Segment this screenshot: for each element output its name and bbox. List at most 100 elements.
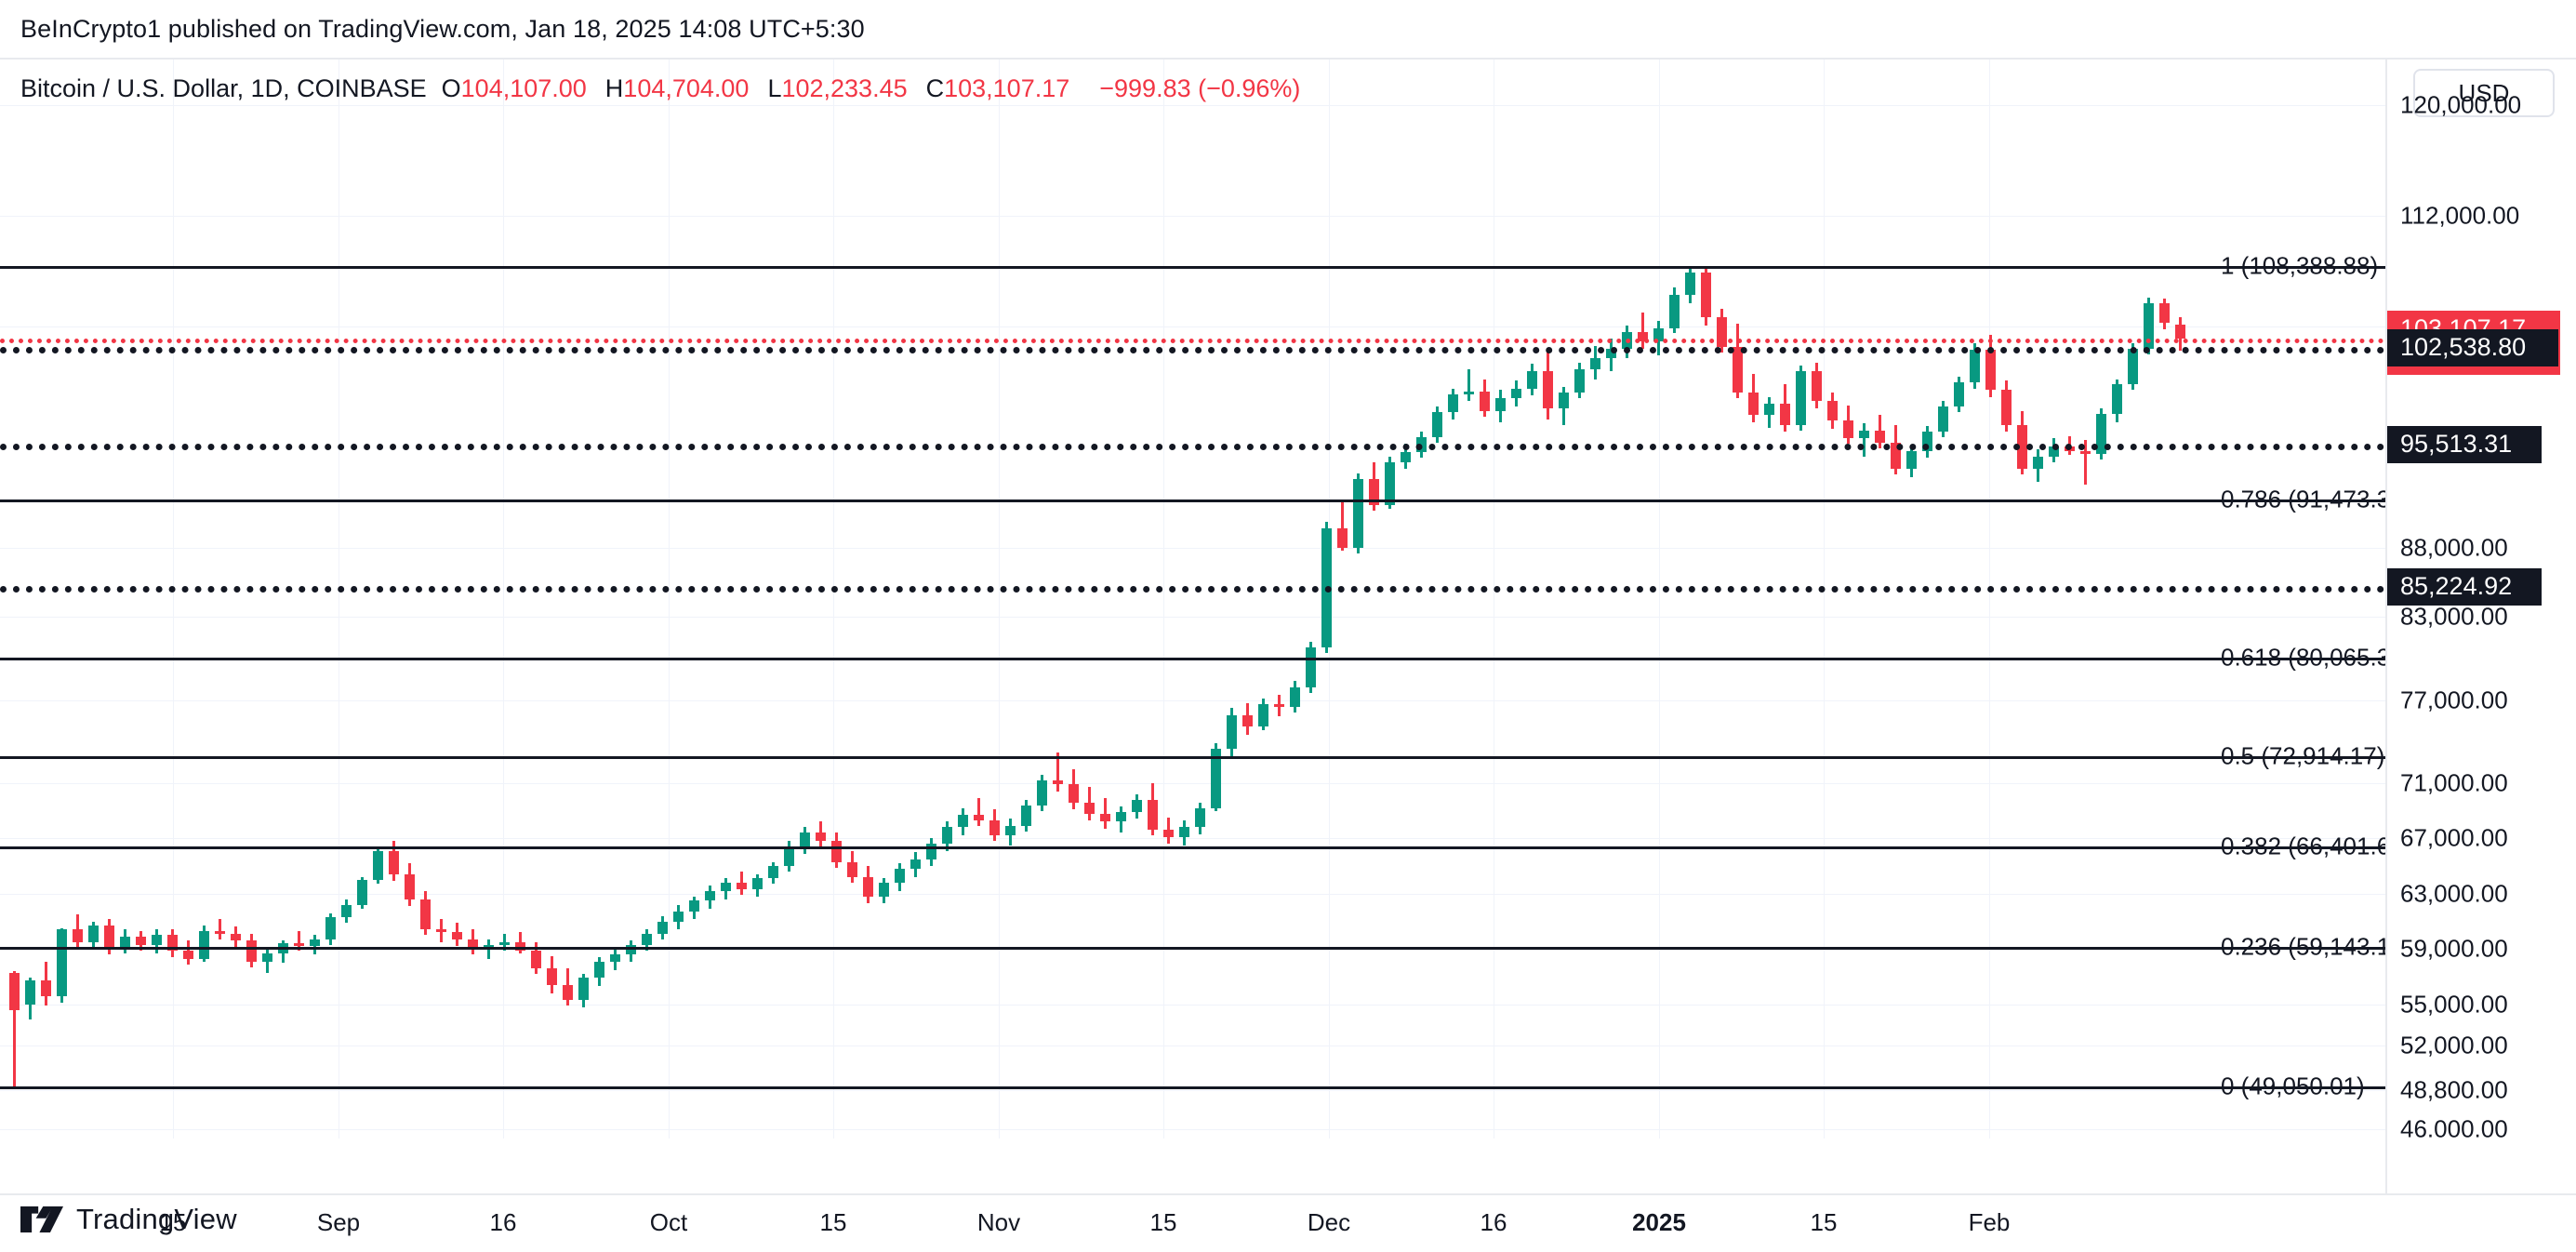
candlestick[interactable] [136, 60, 146, 1139]
candlestick[interactable] [531, 60, 541, 1139]
candlestick[interactable] [2128, 60, 2138, 1139]
candlestick[interactable] [1733, 60, 1743, 1139]
candlestick[interactable] [1748, 60, 1759, 1139]
fib-level-line[interactable] [0, 657, 2385, 660]
candlestick[interactable] [737, 60, 747, 1139]
fib-level-line[interactable] [0, 756, 2385, 760]
candlestick[interactable] [1606, 60, 1616, 1139]
candlestick[interactable] [1227, 60, 1237, 1139]
candlestick[interactable] [626, 60, 636, 1139]
candlestick[interactable] [1306, 60, 1316, 1139]
candlestick[interactable] [120, 60, 130, 1139]
candlestick[interactable] [942, 60, 952, 1139]
candlestick[interactable] [879, 60, 889, 1139]
candlestick[interactable] [847, 60, 857, 1139]
candlestick[interactable] [1796, 60, 1806, 1139]
candlestick[interactable] [594, 60, 604, 1139]
candlestick[interactable] [563, 60, 573, 1139]
candlestick[interactable] [1195, 60, 1205, 1139]
candlestick[interactable] [231, 60, 241, 1139]
candlestick[interactable] [73, 60, 83, 1139]
candlestick[interactable] [578, 60, 589, 1139]
candlestick[interactable] [405, 60, 415, 1139]
candlestick[interactable] [1432, 60, 1442, 1139]
candlestick[interactable] [800, 60, 810, 1139]
candlestick[interactable] [1242, 60, 1253, 1139]
price-axis[interactable]: USD 120,000.00112,000.00104,000.0088,000… [2385, 60, 2576, 1195]
candlestick[interactable] [9, 60, 20, 1139]
candlestick[interactable] [1511, 60, 1521, 1139]
candlestick[interactable] [1843, 60, 1853, 1139]
candlestick[interactable] [1495, 60, 1506, 1139]
candlestick[interactable] [420, 60, 431, 1139]
candlestick[interactable] [1954, 60, 1964, 1139]
candlestick[interactable] [1622, 60, 1632, 1139]
fib-level-line[interactable] [0, 265, 2385, 269]
candlestick[interactable] [2144, 60, 2154, 1139]
fib-level-line[interactable] [0, 947, 2385, 951]
candlestick[interactable] [705, 60, 715, 1139]
candlestick[interactable] [1369, 60, 1379, 1139]
candlestick[interactable] [689, 60, 699, 1139]
candlestick[interactable] [1480, 60, 1490, 1139]
candlestick[interactable] [1827, 60, 1838, 1139]
currency-badge[interactable]: USD [2413, 69, 2555, 117]
candlestick[interactable] [183, 60, 193, 1139]
candlestick[interactable] [1401, 60, 1411, 1139]
candlestick[interactable] [1148, 60, 1158, 1139]
candlestick[interactable] [1037, 60, 1047, 1139]
candlestick[interactable] [1132, 60, 1142, 1139]
chart-legend[interactable]: Bitcoin / U.S. Dollar, 1D, COINBASE O 104… [20, 74, 1300, 103]
candlestick[interactable] [1116, 60, 1126, 1139]
candlestick[interactable] [1985, 60, 1996, 1139]
candlestick[interactable] [41, 60, 51, 1139]
candlestick[interactable] [673, 60, 684, 1139]
candlestick[interactable] [215, 60, 225, 1139]
candlestick[interactable] [1100, 60, 1110, 1139]
legend-symbol[interactable]: Bitcoin / U.S. Dollar, 1D, COINBASE [20, 74, 427, 102]
candlestick[interactable] [452, 60, 462, 1139]
fib-level-line[interactable] [0, 499, 2385, 503]
candlestick[interactable] [1385, 60, 1395, 1139]
candlestick[interactable] [1084, 60, 1095, 1139]
candlestick[interactable] [1448, 60, 1458, 1139]
candlestick[interactable] [310, 60, 320, 1139]
candlestick[interactable] [1353, 60, 1363, 1139]
candlestick[interactable] [294, 60, 304, 1139]
candlestick[interactable] [2001, 60, 2012, 1139]
candlestick[interactable] [1163, 60, 1174, 1139]
candlestick[interactable] [2159, 60, 2170, 1139]
candlestick[interactable] [895, 60, 905, 1139]
candlestick[interactable] [104, 60, 114, 1139]
candlestick[interactable] [484, 60, 494, 1139]
candlestick[interactable] [167, 60, 178, 1139]
candlestick[interactable] [1574, 60, 1585, 1139]
candlestick[interactable] [974, 60, 984, 1139]
candlestick[interactable] [1559, 60, 1569, 1139]
candlestick[interactable] [1258, 60, 1268, 1139]
candlestick[interactable] [1812, 60, 1822, 1139]
candlestick[interactable] [1527, 60, 1537, 1139]
candlestick[interactable] [1464, 60, 1474, 1139]
candlestick[interactable] [152, 60, 162, 1139]
candlestick[interactable] [784, 60, 794, 1139]
candlestick[interactable] [325, 60, 336, 1139]
candlestick[interactable] [373, 60, 383, 1139]
candlestick[interactable] [831, 60, 842, 1139]
candlestick[interactable] [1211, 60, 1221, 1139]
candlestick[interactable] [657, 60, 668, 1139]
candlestick[interactable] [25, 60, 35, 1139]
candlestick[interactable] [2175, 60, 2185, 1139]
candlestick[interactable] [468, 60, 478, 1139]
candlestick[interactable] [499, 60, 510, 1139]
candlestick[interactable] [1685, 60, 1695, 1139]
candlestick[interactable] [1053, 60, 1063, 1139]
candlestick[interactable] [389, 60, 399, 1139]
candlestick[interactable] [1337, 60, 1348, 1139]
candlestick[interactable] [752, 60, 763, 1139]
candlestick[interactable] [926, 60, 936, 1139]
candlestick[interactable] [610, 60, 620, 1139]
candlestick[interactable] [863, 60, 873, 1139]
candlestick[interactable] [57, 60, 67, 1139]
candlestick[interactable] [1764, 60, 1774, 1139]
